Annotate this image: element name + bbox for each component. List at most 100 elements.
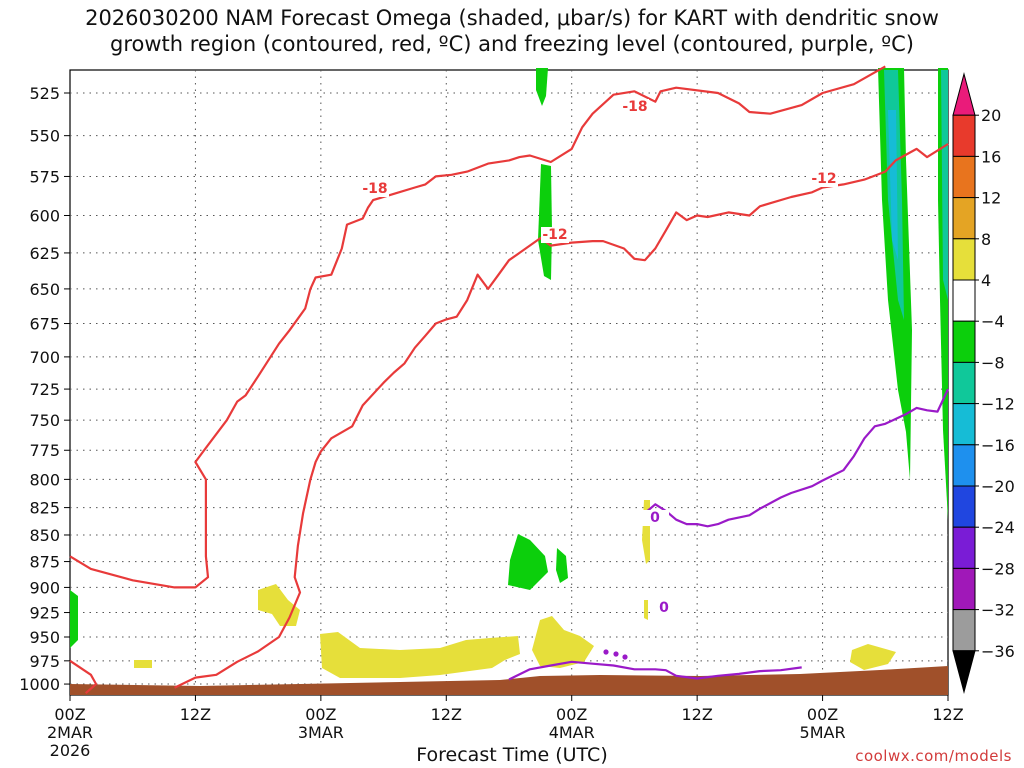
terrain-ground: [70, 666, 948, 695]
y-tick-label: 600: [29, 206, 60, 225]
y-tick-label: 1000: [19, 675, 60, 694]
y-tick-label: 800: [29, 470, 60, 489]
freezing-level-dot: [622, 654, 628, 660]
dgz-minus-12-main: [174, 143, 949, 689]
colorbar-label: 20: [981, 106, 1001, 125]
omega-yellow-3: [532, 616, 594, 668]
omega-yellow-4: [134, 660, 152, 668]
contour-label: 0: [650, 510, 660, 526]
contour-label-bg: [810, 171, 838, 187]
x-tick-label: 2026: [50, 741, 91, 760]
x-tick-label: 4MAR: [549, 723, 595, 742]
y-tick-label: 850: [29, 526, 60, 545]
y-tick-label: 950: [29, 628, 60, 647]
y-tick-label: 775: [29, 441, 60, 460]
contour-label: -12: [811, 171, 836, 187]
colorbar-label: −36: [981, 642, 1015, 661]
dgz-minus-18: [69, 65, 886, 589]
colorbar-swatch: [952, 361, 976, 405]
y-tick-label: 700: [29, 348, 60, 367]
y-tick-label: 675: [29, 315, 60, 334]
omega-green-3: [508, 534, 548, 590]
colorbar-label: −12: [981, 395, 1015, 414]
omega-green-4: [556, 548, 568, 583]
contour-label-bg: [621, 99, 649, 115]
y-tick-label: 725: [29, 380, 60, 399]
dgz-minus-12: [69, 659, 98, 695]
x-tick-label: 00Z: [556, 705, 587, 724]
freezing-level-dot: [613, 651, 619, 657]
freezing-level-dot: [603, 649, 609, 655]
omega-shading: [70, 68, 948, 678]
x-tick-label: 00Z: [807, 705, 838, 724]
y-tick-label: 975: [29, 652, 60, 671]
contour-label: 0: [659, 600, 669, 616]
colorbar-swatch: [952, 444, 976, 487]
colorbar-label: −4: [981, 312, 1005, 331]
y-tick-label: 550: [29, 127, 60, 146]
colorbar-label: 16: [981, 147, 1001, 166]
colorbar-swatch: [952, 279, 976, 322]
colorbar-swatch: [952, 197, 976, 240]
contour-label-bg: [541, 227, 569, 243]
contour-label: -18: [622, 99, 647, 115]
colorbar-label: −16: [981, 436, 1015, 455]
colorbar-label: −28: [981, 559, 1015, 578]
colorbar-label: −8: [981, 353, 1005, 372]
contour-label-bg: [361, 181, 389, 197]
omega-teal-2: [941, 70, 948, 300]
colorbar-label: 12: [981, 189, 1001, 208]
colorbar-label: −20: [981, 477, 1015, 496]
y-tick-label: 750: [29, 411, 60, 430]
y-tick-label: 875: [29, 553, 60, 572]
colorbar-label: 4: [981, 271, 991, 290]
colorbar-swatch: [952, 526, 976, 569]
omega-yellow-7: [644, 600, 648, 620]
colorbar-swatch: [952, 567, 976, 611]
x-tick-label: 2MAR: [47, 723, 93, 742]
omega-yellow-2: [320, 632, 520, 678]
y-tick-label: 925: [29, 604, 60, 623]
contour-labels: -18 -12 -18 -12 0 0: [361, 99, 838, 660]
x-tick-label: 3MAR: [298, 723, 344, 742]
colorbar-label: −32: [981, 601, 1015, 620]
omega-green-5: [70, 590, 78, 648]
y-tick-label: 825: [29, 499, 60, 518]
x-axis-title: Forecast Time (UTC): [416, 744, 608, 766]
plot-area: [69, 69, 949, 696]
contour-lines: [69, 65, 949, 695]
chart-title-line1: 2026030200 NAM Forecast Omega (shaded, μ…: [85, 6, 939, 30]
x-tick-label: 00Z: [54, 705, 85, 724]
contour-label-bg: [650, 600, 678, 616]
colorbar: 20 16 12 8 4 −4 −8 −12 −16 −20 −24 −28 −32 −36: [952, 72, 1015, 694]
x-tick-label: 12Z: [681, 705, 712, 724]
colorbar-swatch: [952, 320, 976, 363]
colorbar-label: −24: [981, 518, 1015, 537]
y-tick-label: 525: [29, 84, 60, 103]
credit-text: coolwx.com/models: [855, 747, 1012, 765]
colorbar-bottom-arrow: [952, 650, 976, 694]
freezing-level: [508, 660, 802, 681]
x-tick-label: 12Z: [932, 705, 963, 724]
x-tick-label: 5MAR: [800, 723, 846, 742]
omega-green-1: [536, 68, 548, 106]
y-tick-label: 625: [29, 244, 60, 263]
y-tick-label: 575: [29, 167, 60, 186]
colorbar-top-arrow: [952, 72, 976, 116]
contour-label: -12: [542, 227, 567, 243]
y-tick-label: 650: [29, 280, 60, 299]
y-axis-labels: 525 550 575 600 625 650 675 700 725 750 775 800 825 8…: [19, 84, 70, 694]
colorbar-swatch: [952, 238, 976, 281]
omega-cyan-1: [888, 110, 898, 260]
x-tick-label: 12Z: [180, 705, 211, 724]
colorbar-swatch: [952, 403, 976, 446]
colorbar-swatch: [952, 485, 976, 528]
omega-green-2: [538, 164, 552, 280]
y-tick-label: 900: [29, 578, 60, 597]
freezing-level-upper: [644, 388, 949, 528]
contour-label-bg: [641, 510, 669, 526]
colorbar-swatch: [952, 609, 976, 652]
omega-yellow-6: [850, 644, 896, 670]
